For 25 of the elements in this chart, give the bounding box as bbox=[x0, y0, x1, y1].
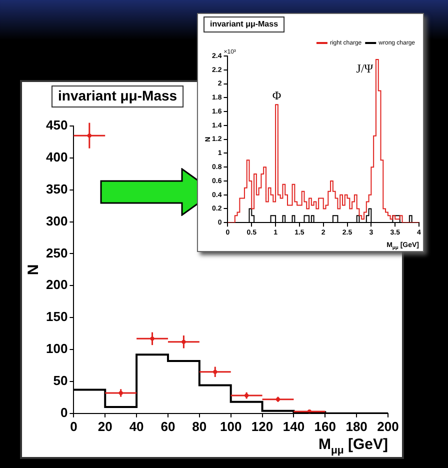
y-tick-label: 150 bbox=[46, 309, 68, 324]
x-tick-label: 0 bbox=[70, 418, 78, 434]
y-tick-label: 200 bbox=[46, 277, 68, 292]
x-tick-label: 200 bbox=[377, 418, 399, 434]
x-tick-label: 20 bbox=[98, 418, 112, 434]
y-tick-label: 50 bbox=[53, 373, 68, 388]
y-tick-label: 450 bbox=[46, 118, 68, 133]
annotation: Φ bbox=[272, 88, 282, 103]
x-tick-label: 40 bbox=[129, 418, 144, 434]
y-axis-title: N bbox=[25, 264, 42, 276]
annotation: J/Ψ bbox=[356, 62, 374, 76]
x-tick-label: 80 bbox=[192, 418, 207, 434]
y-tick-label: 100 bbox=[46, 341, 68, 356]
x-tick-label: 140 bbox=[282, 418, 305, 434]
x-tick-label: 60 bbox=[160, 418, 176, 434]
y-tick-label: 0 bbox=[60, 404, 68, 420]
chart-title: invariant μμ-Mass bbox=[210, 20, 279, 29]
chart-title: invariant μμ-Mass bbox=[58, 87, 178, 104]
x-tick-label: 160 bbox=[314, 418, 336, 434]
x-tick-label: 180 bbox=[346, 418, 368, 434]
y-tick-label: 300 bbox=[46, 213, 68, 228]
y-tick-label: 250 bbox=[46, 245, 68, 260]
x-tick-label: 120 bbox=[251, 418, 274, 434]
y-tick-label: 350 bbox=[46, 181, 68, 196]
y-tick-label: 400 bbox=[46, 150, 68, 165]
